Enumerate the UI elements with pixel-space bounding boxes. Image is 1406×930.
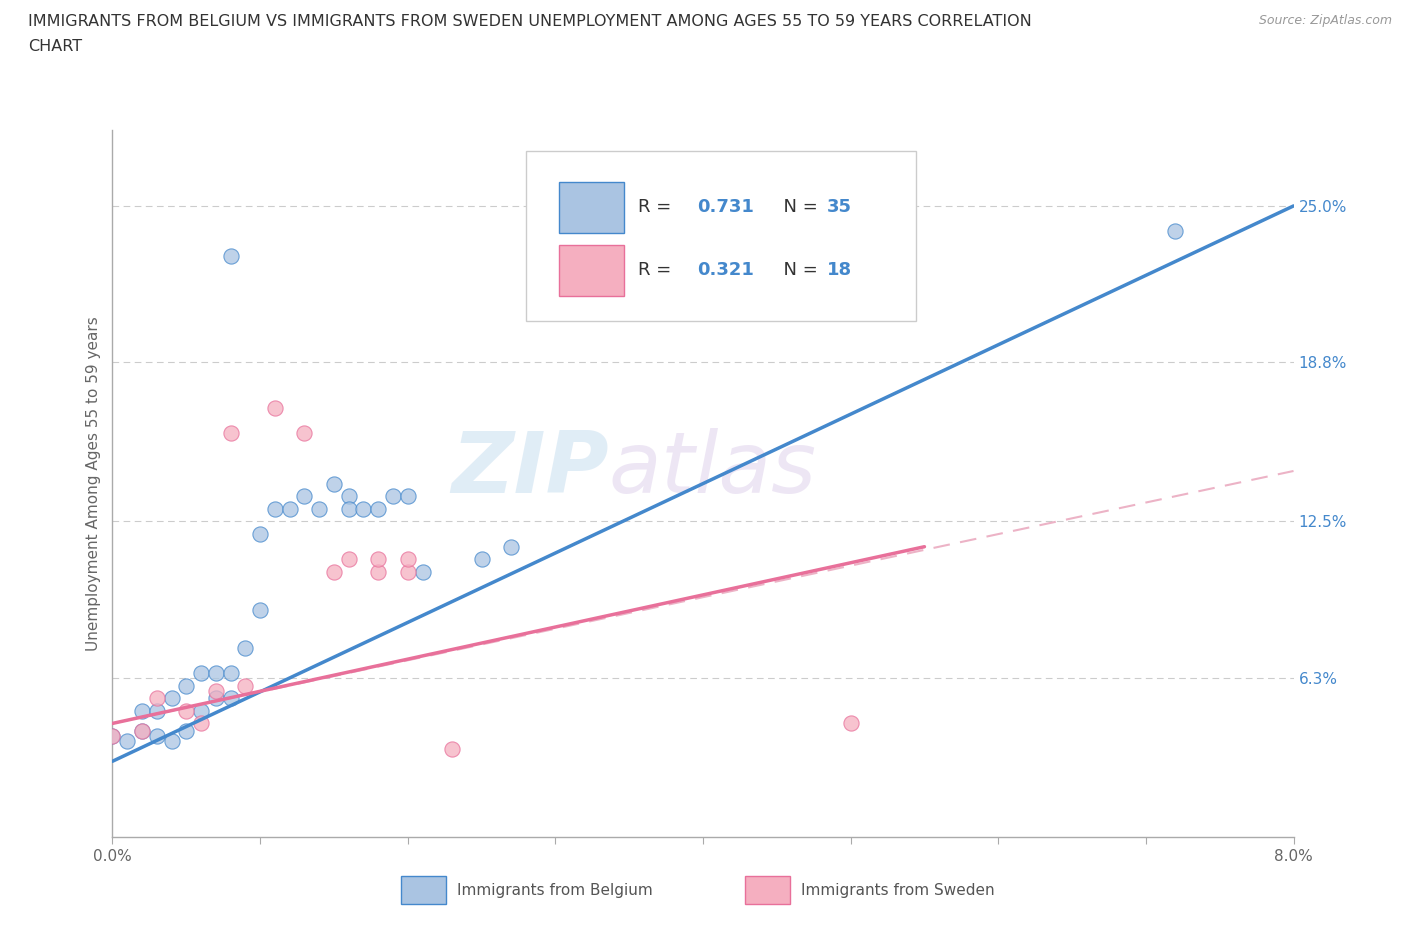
Point (219, 249, 242, 264)
Point (441, 741, 464, 756)
Point (146, 728, 169, 743)
Point (1164, 224, 1187, 239)
Point (233, 678, 256, 693)
Text: Immigrants from Belgium: Immigrants from Belgium (457, 883, 652, 897)
Point (337, 551, 360, 566)
FancyBboxPatch shape (526, 152, 915, 321)
FancyBboxPatch shape (560, 246, 624, 297)
Point (839, 716, 862, 731)
Point (396, 551, 419, 566)
Point (249, 526, 271, 541)
Text: N =: N = (772, 261, 823, 279)
Point (337, 489, 360, 504)
Point (131, 724, 153, 738)
Point (323, 476, 346, 491)
Point (412, 565, 434, 579)
Text: R =: R = (638, 261, 678, 279)
Point (367, 501, 389, 516)
Point (501, 539, 523, 554)
Text: IMMIGRANTS FROM BELGIUM VS IMMIGRANTS FROM SWEDEN UNEMPLOYMENT AMONG AGES 55 TO : IMMIGRANTS FROM BELGIUM VS IMMIGRANTS FR… (28, 14, 1032, 29)
Text: atlas: atlas (609, 428, 817, 511)
Point (219, 426, 242, 441)
Text: N =: N = (772, 197, 823, 216)
Point (190, 666, 212, 681)
Point (278, 501, 301, 516)
Point (233, 640, 256, 655)
Point (337, 501, 360, 516)
Point (249, 603, 271, 618)
Point (205, 666, 228, 681)
Text: Immigrants from Sweden: Immigrants from Sweden (801, 883, 995, 897)
Point (160, 691, 183, 706)
FancyBboxPatch shape (560, 181, 624, 232)
Point (292, 426, 315, 441)
Text: 35: 35 (827, 197, 852, 216)
Point (205, 684, 228, 698)
Point (131, 724, 153, 738)
Point (292, 489, 315, 504)
Point (396, 565, 419, 579)
Point (146, 691, 169, 706)
Text: 0.321: 0.321 (697, 261, 754, 279)
Point (101, 728, 124, 743)
Point (219, 666, 242, 681)
Point (396, 489, 419, 504)
Point (367, 551, 389, 566)
Point (382, 489, 405, 504)
Point (264, 501, 287, 516)
Point (131, 703, 153, 718)
Point (367, 565, 389, 579)
Point (190, 716, 212, 731)
Point (205, 691, 228, 706)
Point (352, 501, 374, 516)
Point (174, 724, 197, 738)
Text: R =: R = (638, 197, 678, 216)
Point (190, 703, 212, 718)
Point (117, 734, 138, 749)
Point (160, 734, 183, 749)
Point (101, 728, 124, 743)
Point (264, 401, 287, 416)
Text: 18: 18 (827, 261, 852, 279)
Text: ZIP: ZIP (451, 428, 609, 511)
Point (174, 678, 197, 693)
Point (323, 565, 346, 579)
Text: Source: ZipAtlas.com: Source: ZipAtlas.com (1258, 14, 1392, 27)
Point (174, 703, 197, 718)
Point (219, 691, 242, 706)
Text: 0.731: 0.731 (697, 197, 754, 216)
Point (471, 551, 494, 566)
Point (146, 703, 169, 718)
Y-axis label: Unemployment Among Ages 55 to 59 years: Unemployment Among Ages 55 to 59 years (86, 316, 101, 651)
Point (308, 501, 330, 516)
Text: CHART: CHART (28, 39, 82, 54)
